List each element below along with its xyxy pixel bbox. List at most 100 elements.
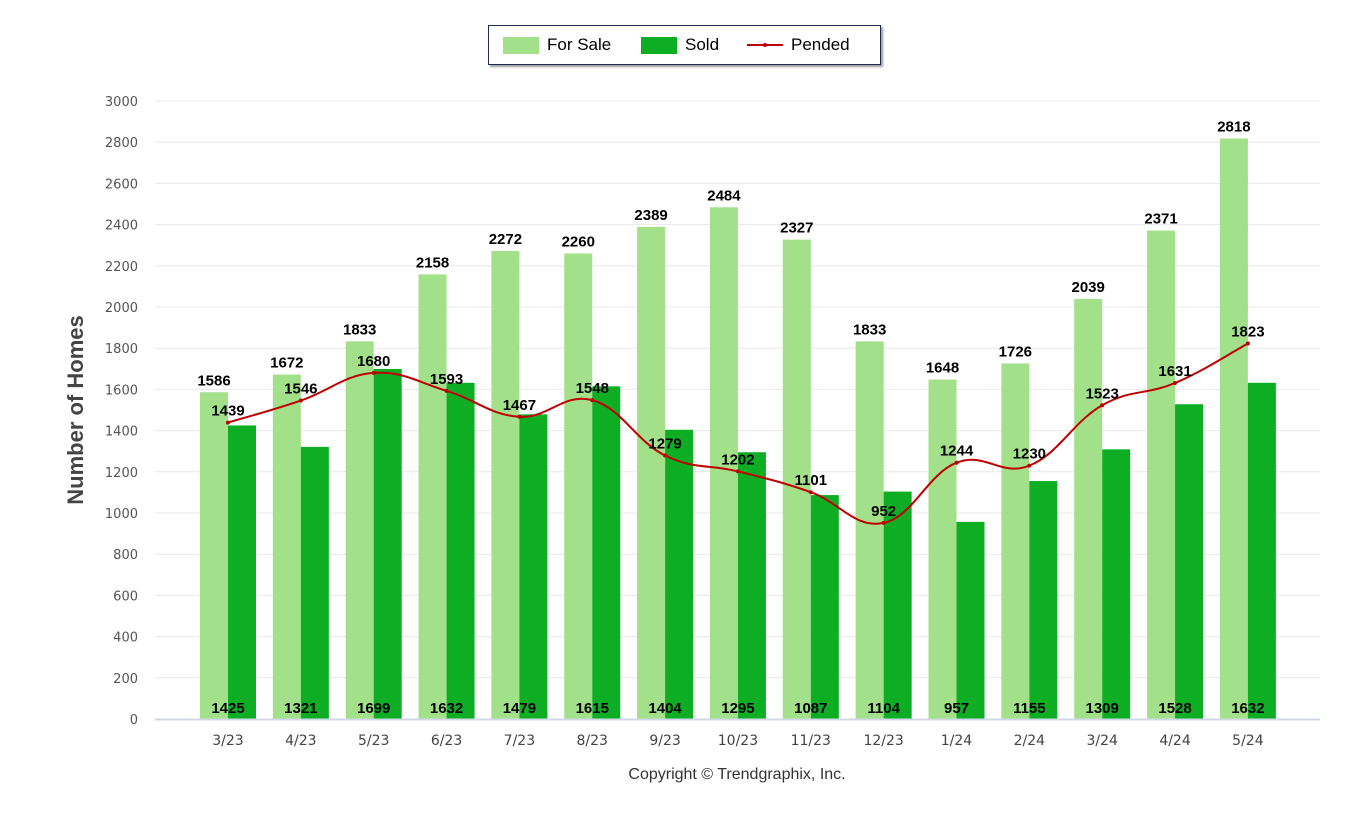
- data-label-pended: 1548: [576, 380, 609, 397]
- legend: For Sale Sold Pended: [488, 25, 881, 65]
- x-tick-label: 3/23: [212, 733, 243, 749]
- y-tick-label: 2200: [105, 260, 138, 275]
- pended-point[interactable]: [735, 469, 740, 474]
- bar-sold[interactable]: [1247, 382, 1276, 719]
- x-tick-label: 5/24: [1232, 733, 1264, 749]
- data-label-for-sale: 2158: [416, 254, 449, 271]
- pended-point[interactable]: [444, 388, 449, 393]
- y-tick-label: 0: [130, 713, 138, 728]
- bar-sold[interactable]: [300, 446, 329, 719]
- bar-for-sale[interactable]: [637, 226, 666, 719]
- legend-item-for-sale[interactable]: For Sale: [503, 26, 611, 64]
- bar-sold[interactable]: [228, 425, 256, 719]
- bar-sold[interactable]: [1102, 449, 1131, 719]
- pended-point[interactable]: [1100, 403, 1105, 408]
- pended-point[interactable]: [1245, 341, 1250, 346]
- data-label-for-sale: 1586: [197, 372, 230, 389]
- bar-for-sale[interactable]: [855, 341, 884, 719]
- y-axis: 0 200 400 600 800 1000 1200 1400 1600 1800 2000 220…: [105, 95, 138, 728]
- bar-sold[interactable]: [737, 452, 766, 719]
- data-label-sold: 957: [944, 700, 969, 717]
- bar-sold[interactable]: [446, 382, 475, 719]
- data-label-sold: 1321: [284, 700, 317, 717]
- data-label-pended: 1823: [1231, 323, 1264, 340]
- bar-for-sale[interactable]: [782, 239, 811, 719]
- data-label-sold: 1632: [430, 700, 463, 717]
- bar-for-sale[interactable]: [1074, 298, 1103, 719]
- bar-for-sale[interactable]: [1001, 363, 1030, 719]
- data-label-for-sale: 2389: [634, 207, 667, 224]
- bar-sold[interactable]: [592, 386, 621, 719]
- x-tick-label: 4/24: [1159, 733, 1191, 749]
- bar-for-sale[interactable]: [709, 207, 738, 719]
- data-label-for-sale: 1833: [343, 321, 376, 338]
- data-label-for-sale: 1726: [999, 343, 1032, 360]
- y-tick-label: 2600: [105, 177, 138, 192]
- y-tick-label: 800: [113, 548, 138, 563]
- bar-for-sale[interactable]: [345, 341, 374, 719]
- bar-sold[interactable]: [519, 414, 548, 719]
- bar-sold[interactable]: [883, 491, 912, 719]
- bar-for-sale[interactable]: [491, 250, 520, 719]
- y-tick-label: 1800: [105, 342, 138, 357]
- x-tick-label: 7/23: [504, 733, 535, 749]
- x-tick-label: 8/23: [577, 733, 608, 749]
- data-label-pended: 952: [871, 503, 896, 520]
- bar-sold[interactable]: [665, 429, 694, 719]
- bar-for-sale[interactable]: [272, 374, 301, 719]
- legend-item-sold[interactable]: Sold: [641, 26, 719, 64]
- legend-swatch-sold: [641, 36, 677, 54]
- data-label-pended: 1467: [503, 397, 536, 414]
- y-tick-label: 1600: [105, 383, 138, 398]
- data-label-pended: 1546: [284, 381, 317, 398]
- data-label-sold: 1615: [576, 700, 609, 717]
- data-label-pended: 1230: [1013, 446, 1046, 463]
- data-label-for-sale: 2260: [562, 233, 595, 250]
- pended-point[interactable]: [226, 420, 230, 425]
- bar-for-sale[interactable]: [928, 379, 957, 719]
- bar-sold[interactable]: [1175, 404, 1204, 719]
- bar-for-sale[interactable]: [200, 392, 228, 719]
- pended-point[interactable]: [590, 398, 595, 403]
- pended-point[interactable]: [371, 370, 376, 375]
- data-label-pended: 1279: [648, 436, 681, 453]
- data-label-for-sale: 2272: [489, 231, 522, 248]
- data-label-pended: 1631: [1158, 363, 1191, 380]
- bar-sold[interactable]: [1029, 481, 1058, 719]
- bar-for-sale[interactable]: [418, 274, 447, 719]
- pended-point[interactable]: [1173, 381, 1178, 386]
- pended-line: [226, 341, 1250, 525]
- pended-point[interactable]: [954, 460, 959, 465]
- pended-point[interactable]: [881, 520, 886, 525]
- data-label-sold: 1155: [1013, 700, 1046, 717]
- pended-point[interactable]: [1027, 463, 1032, 468]
- bar-sold[interactable]: [956, 521, 985, 719]
- data-label-for-sale: 2818: [1217, 118, 1250, 135]
- bar-for-sale[interactable]: [564, 253, 593, 719]
- data-label-for-sale: 1672: [270, 355, 303, 372]
- data-label-sold: 1528: [1158, 700, 1191, 717]
- data-label-for-sale: 1648: [926, 360, 959, 377]
- legend-label-pended: Pended: [791, 35, 850, 54]
- pended-point[interactable]: [808, 490, 813, 495]
- data-label-pended: 1244: [940, 443, 974, 460]
- data-label-pended: 1523: [1086, 385, 1119, 402]
- bar-sold[interactable]: [373, 369, 402, 719]
- x-tick-label: 11/23: [791, 733, 831, 749]
- x-tick-label: 5/23: [358, 733, 389, 749]
- pended-point[interactable]: [298, 398, 303, 403]
- data-label-for-sale: 2039: [1072, 279, 1105, 296]
- bar-sold[interactable]: [810, 495, 839, 719]
- data-label-for-sale: 2484: [707, 187, 741, 204]
- x-tick-label: 2/24: [1014, 733, 1046, 749]
- data-label-sold: 1309: [1086, 700, 1119, 717]
- legend-item-pended[interactable]: Pended: [747, 26, 850, 64]
- y-tick-label: 3000: [105, 95, 138, 110]
- data-label-sold: 1087: [794, 700, 827, 717]
- bar-for-sale[interactable]: [1147, 230, 1176, 719]
- bar-for-sale[interactable]: [1219, 138, 1248, 719]
- pended-point[interactable]: [517, 414, 522, 419]
- pended-point[interactable]: [663, 453, 668, 458]
- pended-series-line[interactable]: [227, 342, 1249, 525]
- data-label-pended: 1680: [357, 353, 390, 370]
